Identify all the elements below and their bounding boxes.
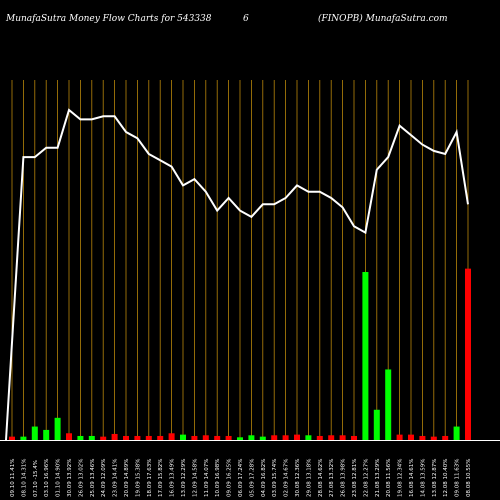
chart-header: MunafaSutra Money Flow Charts for 543338… bbox=[0, 0, 500, 40]
x-tick-label: 11.09 14.07% bbox=[204, 459, 210, 497]
volume-bar bbox=[282, 435, 289, 440]
x-tick-label: 23.09 14.41% bbox=[113, 459, 119, 497]
volume-bar bbox=[465, 268, 471, 440]
volume-bar bbox=[385, 369, 392, 440]
x-tick-label: 28.08 14.62% bbox=[318, 459, 324, 497]
x-tick-label: 25.09 13.46% bbox=[90, 459, 96, 497]
x-tick-label: 03.09 15.74% bbox=[272, 459, 278, 497]
x-tick-label: 26.08 13.98% bbox=[341, 459, 347, 497]
volume-bar bbox=[305, 435, 312, 440]
volume-bar bbox=[145, 435, 152, 440]
x-tick-label: 19.09 15.38% bbox=[135, 459, 141, 497]
volume-bar bbox=[31, 426, 38, 440]
volume-bar bbox=[180, 434, 186, 440]
volume-bar bbox=[100, 436, 107, 440]
volume-bar bbox=[123, 435, 129, 440]
volume-bar bbox=[419, 435, 426, 440]
volume-bar bbox=[157, 435, 164, 440]
x-tick-label: 29.08 13.18% bbox=[306, 459, 312, 497]
volume-bar bbox=[453, 426, 460, 440]
volume-bar bbox=[20, 436, 27, 440]
volume-bar bbox=[202, 435, 209, 440]
x-tick-label: 03.10 16.96% bbox=[44, 459, 50, 497]
x-tick-label: 04.09 16.82% bbox=[261, 459, 267, 497]
header-number: 6 bbox=[243, 14, 249, 24]
volume-bar bbox=[225, 435, 232, 440]
x-tick-label: 13.09 12.29% bbox=[181, 459, 187, 497]
volume-bar bbox=[88, 435, 95, 440]
x-tick-label: 13.08 12.87% bbox=[432, 459, 438, 497]
volume-bar bbox=[54, 417, 61, 440]
header-title: MunafaSutra Money Flow Charts for 543338 bbox=[6, 14, 212, 24]
volume-bar bbox=[316, 435, 323, 440]
volume-bar bbox=[134, 435, 141, 440]
x-tick-label: 10.09 16.98% bbox=[215, 459, 221, 497]
x-tick-label: 21.08 13.29% bbox=[375, 459, 381, 497]
volume-bar bbox=[328, 435, 335, 440]
volume-bar bbox=[9, 436, 15, 440]
x-tick-label: 16.09 13.49% bbox=[170, 459, 176, 497]
x-tick-label: 22.08 12.27% bbox=[363, 459, 369, 497]
volume-bar bbox=[214, 435, 221, 440]
header-symbol: (FINOPB) MunafaSutra.com bbox=[318, 14, 448, 24]
x-tick-label: 02.09 14.67% bbox=[284, 459, 290, 497]
x-tick-label: 27.08 13.32% bbox=[329, 459, 335, 497]
volume-bar bbox=[430, 436, 437, 440]
volume-bar bbox=[43, 429, 50, 440]
volume-bar bbox=[237, 437, 243, 440]
x-tick-label: 30.09 13.92% bbox=[67, 459, 73, 497]
money-flow-line bbox=[5, 108, 469, 441]
volume-bar bbox=[271, 435, 278, 440]
volume-bar bbox=[362, 272, 369, 440]
x-tick-label: 12.09 14.58% bbox=[192, 459, 198, 497]
x-tick-label: 26.09 13.02% bbox=[78, 459, 84, 497]
volume-bar bbox=[442, 435, 449, 440]
x-tick-label: 24.09 12.09% bbox=[101, 459, 107, 497]
volume-bar bbox=[111, 433, 118, 440]
x-tick-label: 23.08 12.81% bbox=[352, 459, 358, 497]
x-tick-label: 16.08 14.61% bbox=[409, 459, 415, 497]
x-tick-label: 09.09 16.25% bbox=[227, 459, 233, 497]
x-tick-label: 17.09 15.82% bbox=[158, 459, 164, 497]
x-tick-label: 20.08 11.56% bbox=[386, 459, 392, 497]
x-tick-label: 14.08 13.59% bbox=[420, 459, 426, 497]
volume-bar bbox=[66, 433, 72, 440]
x-tick-label: 05.09 17.28% bbox=[249, 459, 255, 497]
x-tick-label: 01.10 14.90% bbox=[56, 459, 62, 497]
volume-bar bbox=[408, 434, 414, 440]
volume-bar bbox=[77, 435, 84, 440]
volume-bar bbox=[168, 433, 175, 440]
volume-bar bbox=[373, 409, 380, 440]
x-tick-label: 06.09 17.24% bbox=[238, 459, 244, 497]
x-tick-label: 08.10 14.31% bbox=[21, 459, 27, 497]
volume-bar bbox=[351, 435, 357, 440]
x-tick-label: 12.08 10.40% bbox=[443, 459, 449, 497]
volume-bar bbox=[396, 434, 403, 440]
volume-bar bbox=[294, 434, 300, 440]
volume-bar bbox=[248, 435, 255, 440]
x-tick-label: 19.08 12.34% bbox=[398, 459, 404, 497]
x-tick-label: 08.08 10.55% bbox=[466, 459, 472, 497]
x-tick-label: 09.10 11.41% bbox=[10, 459, 16, 497]
x-tick-label: 18.09 17.63% bbox=[147, 459, 153, 497]
x-tick-label: 09.08 11.63% bbox=[455, 459, 461, 497]
volume-bar bbox=[339, 435, 346, 440]
volume-bar bbox=[259, 436, 266, 440]
x-tick-label: 20.09 14.89% bbox=[124, 459, 130, 497]
volume-bar bbox=[191, 435, 198, 440]
x-tick-label: 07.10 -15.4% bbox=[33, 460, 39, 497]
x-tick-label: 30.08 12.36% bbox=[295, 459, 301, 497]
